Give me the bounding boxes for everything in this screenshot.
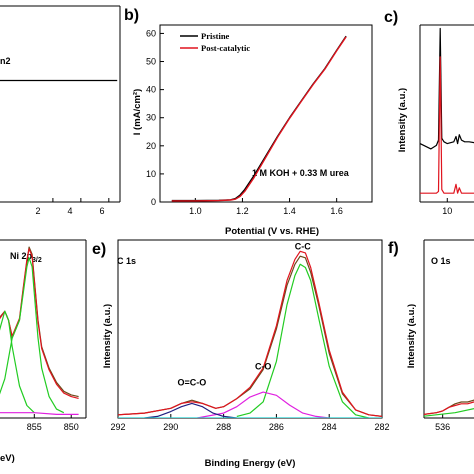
panel-b-ytick-label: 30: [146, 113, 156, 123]
panel-b: b) I (mA/cm²) Potential (V vs. RHE) 1 M …: [124, 7, 350, 237]
panel-d-series-2-line: [0, 257, 65, 414]
panel-e-xtick-label: 292: [110, 422, 125, 432]
panel-e-annotation: C 1s: [117, 256, 136, 266]
panel-d-series-3-line: [0, 310, 35, 414]
panel-c-y-axis-label: Intensity (a.u.): [397, 88, 408, 152]
panel-b-condition-annotation: 1 M KOH + 0.33 M urea: [252, 168, 350, 178]
panel-b-xtick-label: 1.0: [189, 206, 202, 216]
panel-b-x-axis-label: Potential (V vs. RHE): [225, 226, 319, 237]
panel-d-xtick-label: 855: [27, 422, 42, 432]
plot-layer: 1.01.21.41.60102030405060100855850292290…: [0, 5, 474, 432]
panel-e-y-axis-label: Intensity (a.u.): [102, 304, 113, 368]
panel-e-x-axis-label: Binding Energy (eV): [205, 458, 296, 469]
panel-f: f) O 1s Intensity (a.u.): [388, 240, 451, 368]
panel-d-xtick-label: 850: [64, 422, 79, 432]
panel-e-peak-label: C-O: [255, 361, 272, 371]
panel-f-series-2-line: [424, 407, 474, 417]
legend: Pristine Post-catalytic: [180, 31, 250, 53]
panel-b-letter: b): [124, 7, 139, 24]
panel-b-ytick-label: 20: [146, 141, 156, 151]
panel-d: Ni 2p3/2 eV): [0, 251, 42, 464]
panel-e-xtick-label: 290: [163, 422, 178, 432]
panel-d-series-4-line: [0, 412, 79, 415]
panel-c-xtick-label: 10: [442, 206, 452, 216]
panel-f-xtick-label: 536: [435, 422, 450, 432]
panel-a-xtick: 2: [35, 206, 40, 216]
panel-f-letter: f): [388, 240, 399, 257]
panel-b-series-1-line: [171, 36, 347, 202]
panel-e-series-1-line: [118, 250, 382, 417]
panel-e-series-0-line: [118, 255, 382, 417]
panel-c-series-0-line: [420, 27, 474, 150]
panel-e-xtick-label: 284: [322, 422, 337, 432]
panel-b-xtick-label: 1.4: [283, 206, 296, 216]
panel-b-frame: [159, 24, 373, 203]
panel-b-ytick-label: 50: [146, 57, 156, 67]
panel-e-peak-label: C-C: [295, 242, 311, 252]
panel-b-xtick-label: 1.6: [330, 206, 343, 216]
panel-f-series-0-line: [424, 399, 474, 415]
panel-e-series-4-line: [144, 402, 237, 418]
panel-e-peak-label: O=C-O: [178, 378, 207, 388]
panel-d-x-axis-label: eV): [0, 453, 15, 464]
panel-e-xtick-label: 288: [216, 422, 231, 432]
panel-d-annotation-sub: 3/2: [32, 257, 42, 264]
panel-b-y-axis-label: I (mA/cm²): [132, 89, 143, 135]
panel-a: n2 2 4 6: [0, 56, 105, 216]
panel-d-series-1-line: [0, 248, 79, 399]
panel-f-y-axis-label: Intensity (a.u.): [406, 304, 417, 368]
legend-entry-post-catalytic: Post-catalytic: [201, 43, 250, 53]
panel-c-series-1-line: [420, 56, 474, 194]
panel-a-xticks: 2 4 6: [35, 206, 104, 216]
panel-d-series-0-line: [0, 246, 79, 398]
panel-a-annotation: n2: [0, 56, 11, 66]
panel-f-annotation: O 1s: [431, 256, 451, 266]
panel-d-annotation-main: Ni 2p: [10, 251, 33, 261]
panel-c: c) Intensity (a.u.): [384, 9, 408, 152]
panel-b-ytick-label: 60: [146, 28, 156, 38]
panel-e-letter: e): [92, 241, 106, 258]
panel-b-xtick-label: 1.2: [236, 206, 249, 216]
panel-b-ytick-label: 40: [146, 85, 156, 95]
panel-b-ytick-label: 10: [146, 169, 156, 179]
panel-a-xtick: 6: [99, 206, 104, 216]
panel-d-annotation: Ni 2p3/2: [10, 251, 42, 264]
panel-c-letter: c): [384, 9, 398, 26]
panel-e-xtick-label: 282: [374, 422, 389, 432]
panel-a-xtick: 4: [67, 206, 72, 216]
panel-b-ytick-label: 0: [151, 197, 156, 207]
panel-e-xtick-label: 286: [269, 422, 284, 432]
panel-e-series-2-line: [236, 263, 369, 418]
panel-e-series-3-line: [197, 391, 330, 418]
panel-f-series-1-line: [424, 401, 474, 415]
legend-entry-pristine: Pristine: [201, 31, 230, 41]
panel-e: e) C 1s Intensity (a.u.) Binding Energy …: [92, 241, 295, 469]
